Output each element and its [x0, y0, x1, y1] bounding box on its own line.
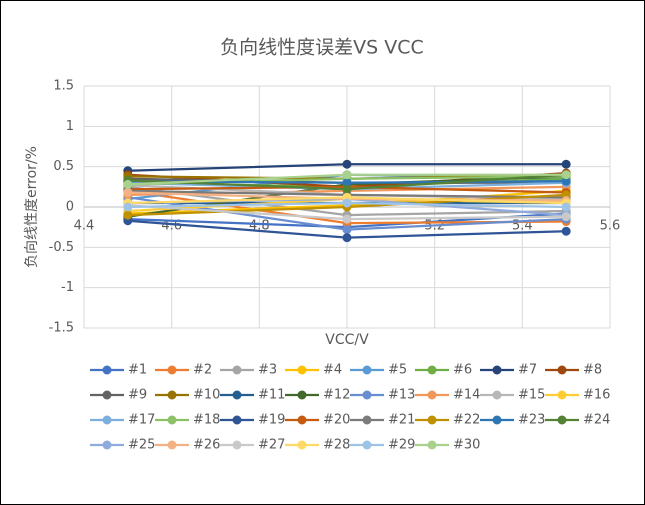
data-point — [342, 170, 352, 180]
data-point — [342, 225, 352, 235]
legend-marker — [492, 365, 502, 375]
legend-marker — [362, 415, 372, 425]
legend-label: #29 — [388, 438, 415, 453]
legend-marker — [362, 440, 372, 450]
legend-marker — [232, 365, 242, 375]
legend-label: #26 — [193, 438, 220, 453]
data-point — [561, 170, 571, 180]
data-point — [561, 176, 571, 186]
legend-label: #21 — [388, 413, 415, 428]
legend-marker — [297, 365, 307, 375]
data-point — [342, 214, 352, 224]
legend-label: #17 — [128, 413, 155, 428]
legend-marker — [427, 440, 437, 450]
y-tick-label: 1 — [66, 119, 74, 134]
legend-marker — [232, 440, 242, 450]
x-axis-label: VCC/V — [325, 332, 369, 348]
legend-label: #6 — [453, 363, 472, 378]
legend-label: #13 — [388, 388, 415, 403]
data-point — [561, 226, 571, 236]
y-tick-label: -1 — [61, 280, 74, 295]
legend-label: #2 — [193, 363, 212, 378]
legend-marker — [102, 390, 112, 400]
legend-marker — [492, 415, 502, 425]
data-point — [123, 210, 133, 220]
legend-label: #20 — [323, 413, 350, 428]
legend-marker — [427, 415, 437, 425]
legend-label: #12 — [323, 388, 350, 403]
data-point — [123, 187, 133, 197]
x-tick-label: 4.6 — [161, 219, 182, 234]
legend-label: #30 — [453, 438, 480, 453]
legend-label: #23 — [518, 413, 545, 428]
legend-label: #3 — [258, 363, 277, 378]
legend-marker — [557, 365, 567, 375]
chart-title: 负向线性度误差VS VCC — [220, 37, 424, 59]
legend-label: #11 — [258, 388, 285, 403]
data-point — [342, 159, 352, 169]
legend-label: #10 — [193, 388, 220, 403]
legend-label: #15 — [518, 388, 545, 403]
y-tick-label: 0 — [66, 200, 74, 215]
legend-label: #8 — [583, 363, 602, 378]
legend-marker — [102, 440, 112, 450]
legend-label: #28 — [323, 438, 350, 453]
data-point — [561, 212, 571, 222]
legend-label: #5 — [388, 363, 407, 378]
legend-marker — [232, 390, 242, 400]
legend-marker — [297, 415, 307, 425]
legend-label: #22 — [453, 413, 480, 428]
legend-marker — [362, 390, 372, 400]
legend-marker — [297, 390, 307, 400]
data-point — [123, 202, 133, 212]
legend-label: #7 — [518, 363, 537, 378]
legend-marker — [427, 365, 437, 375]
legend-label: #16 — [583, 388, 610, 403]
legend-label: #14 — [453, 388, 480, 403]
legend-marker — [167, 390, 177, 400]
legend-marker — [427, 390, 437, 400]
data-point — [342, 233, 352, 243]
y-tick-label: -0.5 — [49, 240, 74, 255]
legend-label: #19 — [258, 413, 285, 428]
legend-marker — [362, 365, 372, 375]
legend-marker — [557, 390, 567, 400]
legend-marker — [167, 415, 177, 425]
legend-label: #27 — [258, 438, 285, 453]
legend-marker — [167, 365, 177, 375]
legend-marker — [492, 390, 502, 400]
legend-label: #4 — [323, 363, 342, 378]
data-point — [342, 178, 352, 188]
data-point — [561, 202, 571, 212]
data-point — [342, 198, 352, 208]
y-tick-label: 1.5 — [53, 79, 74, 94]
legend-label: #24 — [583, 413, 610, 428]
legend-marker — [297, 440, 307, 450]
legend-marker — [102, 415, 112, 425]
x-tick-label: 4.4 — [74, 219, 95, 234]
data-point — [561, 159, 571, 169]
data-point — [123, 179, 133, 189]
legend-marker — [167, 440, 177, 450]
legend-marker — [102, 365, 112, 375]
y-axis-label: 负向线性度error/% — [24, 146, 40, 268]
legend-label: #25 — [128, 438, 155, 453]
legend-marker — [232, 415, 242, 425]
legend-label: #18 — [193, 413, 220, 428]
legend-label: #9 — [128, 388, 147, 403]
data-point — [342, 184, 352, 194]
y-tick-label: -1.5 — [49, 321, 74, 336]
legend-marker — [557, 415, 567, 425]
y-tick-label: 0.5 — [53, 159, 74, 174]
x-tick-label: 5.6 — [600, 219, 621, 234]
legend-label: #1 — [128, 363, 147, 378]
